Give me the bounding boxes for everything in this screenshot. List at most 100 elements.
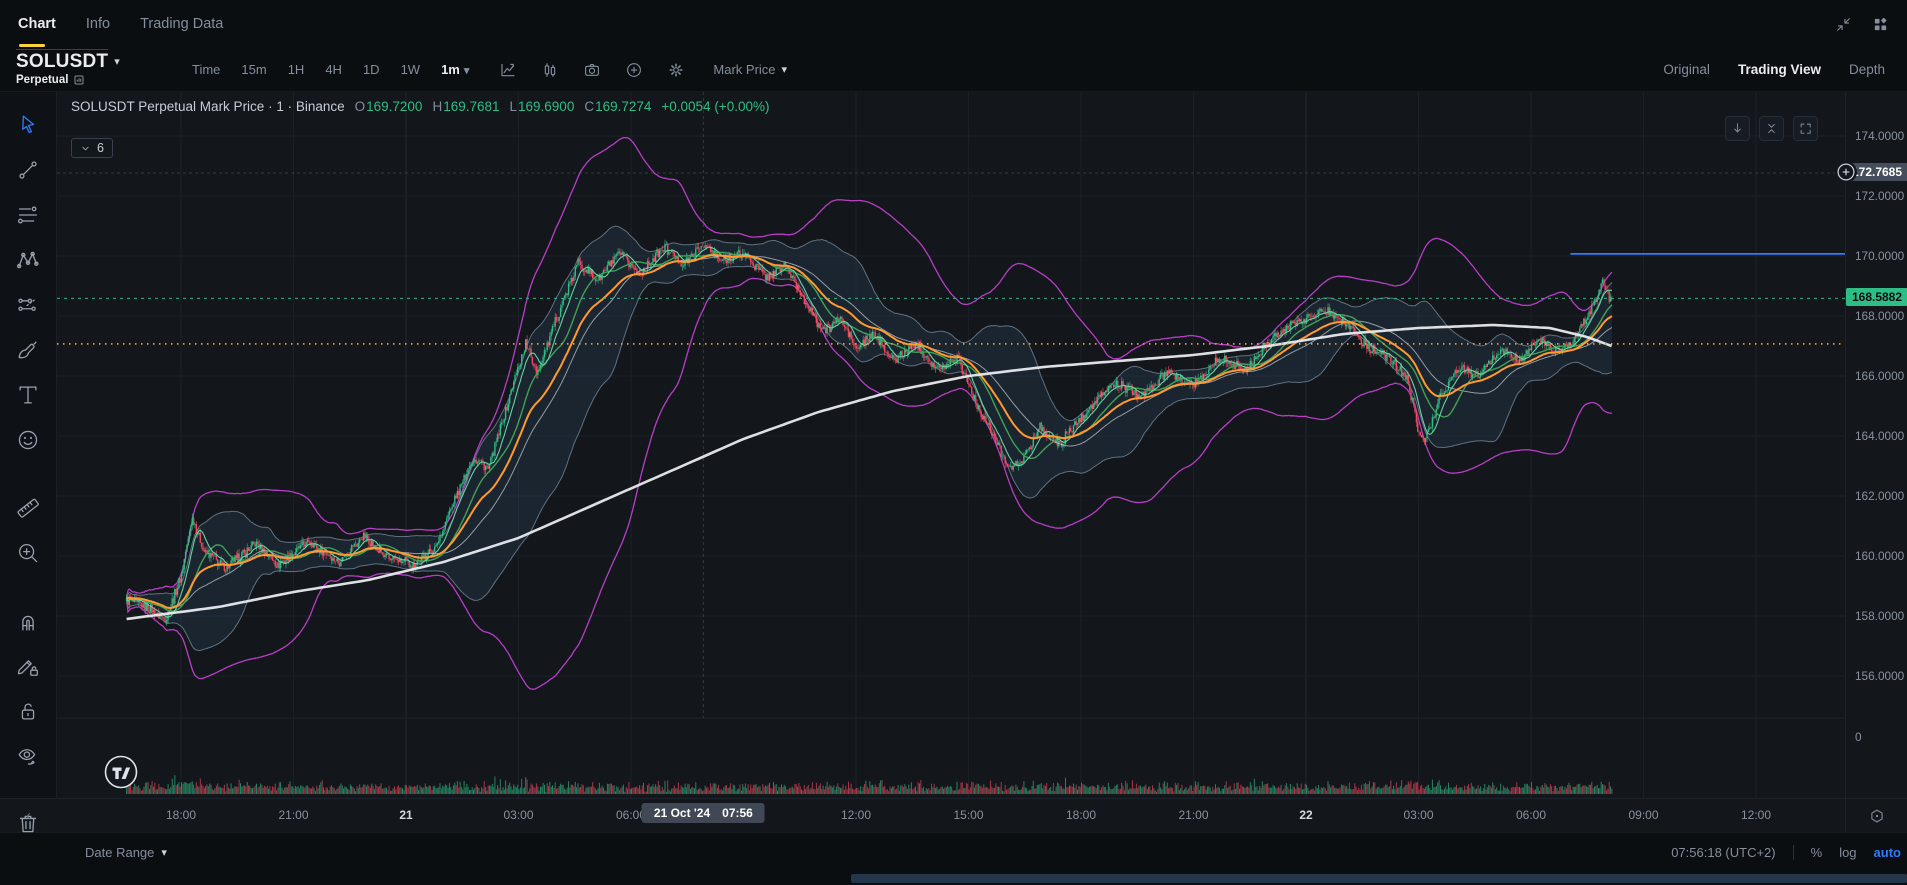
chevron-down-icon: ▾: [781, 64, 788, 76]
time-tick-label: 18:00: [165, 808, 197, 822]
time-tick-label: 06:00: [1515, 808, 1547, 822]
timeframe-1h[interactable]: 1H: [287, 62, 305, 77]
envelope-upper: [125, 136, 1613, 598]
price-tick-label: 174.0000: [1855, 129, 1905, 143]
magnet-icon[interactable]: [15, 608, 41, 634]
time-axis[interactable]: ‹ 18:00 21:00 21 03:00 06:00 12:00 15:00 18:00 2…: [0, 798, 1907, 832]
scroll-down-button[interactable]: [1725, 116, 1750, 141]
price-tick-label: 164.0000: [1855, 429, 1905, 443]
price-axis[interactable]: 174.0000 172.0000 170.0000 168.0000 166.0000…: [1835, 92, 1907, 798]
price-tick-label: 172.0000: [1855, 189, 1905, 203]
timeframe-1w[interactable]: 1W: [400, 62, 421, 77]
chevron-down-icon: ▾: [114, 55, 120, 68]
view-mode-trading-view[interactable]: Trading View: [1737, 62, 1821, 77]
envelope-lower: [125, 277, 1612, 690]
indicators-icon[interactable]: [499, 61, 517, 79]
view-mode-original[interactable]: Original: [1663, 62, 1710, 77]
top-tab-bar: Chart Info Trading Data: [0, 0, 1907, 48]
price-tick-label: 168.0000: [1855, 309, 1905, 323]
brush-icon[interactable]: [15, 337, 41, 363]
tradingview-logo[interactable]: [103, 754, 139, 790]
layout-grid-icon[interactable]: [1872, 16, 1889, 33]
tab-info[interactable]: Info: [85, 16, 111, 32]
chart-pane: SOLUSDT Perpetual Mark Price · 1 · Binan…: [57, 92, 1845, 798]
top-tabs: Chart Info Trading Data: [18, 0, 223, 48]
price-chart[interactable]: [57, 92, 1845, 798]
fib-retracement-icon[interactable]: [15, 202, 41, 228]
projection-icon[interactable]: [15, 292, 41, 318]
add-alert-button[interactable]: [1834, 160, 1858, 185]
drawing-toolbar: [0, 92, 57, 833]
add-circle-icon[interactable]: [625, 61, 643, 79]
trend-line-icon[interactable]: [15, 157, 41, 183]
percent-scale-button[interactable]: %: [1810, 845, 1823, 860]
tab-trading-data[interactable]: Trading Data: [140, 16, 224, 32]
bollinger-fill: [126, 226, 1612, 651]
price-tick-label: 162.0000: [1855, 489, 1905, 503]
time-tick-label: 03:00: [1403, 808, 1434, 822]
timeframe-15m[interactable]: 15m: [241, 62, 267, 77]
time-tick-label: 03:00: [503, 808, 534, 822]
exit-fullscreen-icon[interactable]: [1835, 16, 1852, 33]
bottom-strip: [0, 872, 1907, 885]
hidden-indicator-count: 6: [97, 141, 104, 155]
window-controls: [1835, 16, 1889, 33]
cursor-icon[interactable]: [15, 112, 41, 138]
ma-white-slow: [126, 323, 1613, 621]
price-mode-selector[interactable]: Mark Price ▾: [713, 62, 787, 77]
price-tick-label: 158.0000: [1855, 609, 1905, 623]
crosshair-time-badge: 21 Oct '24 07:56: [641, 803, 765, 823]
scale-controls: 07:56:18 (UTC+2) % log auto: [1671, 845, 1901, 860]
date-range-button[interactable]: Date Range ▾: [85, 845, 167, 860]
time-tick-label: 12:00: [840, 808, 872, 822]
drawing-lock-icon[interactable]: [15, 653, 41, 679]
timeframe-buttons: Time 15m 1H 4H 1D 1W 1m ▾: [192, 62, 469, 77]
indicators-collapse-chip[interactable]: 6: [71, 138, 113, 158]
tab-chart[interactable]: Chart: [18, 0, 56, 48]
time-tick-label: 21:00: [278, 808, 309, 822]
clock[interactable]: 07:56:18 (UTC+2): [1671, 845, 1776, 860]
ruler-icon[interactable]: [15, 495, 41, 521]
log-scale-button[interactable]: log: [1839, 845, 1857, 860]
ma-green: [125, 251, 1613, 612]
zoom-in-icon[interactable]: [15, 540, 41, 566]
quick-settings-icon[interactable]: [1868, 807, 1886, 825]
trash-icon[interactable]: [15, 811, 41, 837]
chevron-left-icon[interactable]: ‹: [26, 807, 31, 824]
timeframe-1m-active[interactable]: 1m ▾: [441, 62, 470, 77]
symbol-block: SOLUSDT ▾ Perpetual: [16, 49, 166, 86]
price-tick-label: 170.0000: [1855, 249, 1905, 263]
hide-drawings-icon[interactable]: [15, 743, 41, 769]
text-icon[interactable]: [15, 382, 41, 408]
time-axis-corner: [1845, 799, 1907, 832]
volume-zero-label: 0: [1855, 730, 1862, 744]
last-price-badge: 168.5882: [1846, 288, 1907, 307]
symbol-selector[interactable]: SOLUSDT ▾: [16, 49, 166, 73]
divider: [1792, 845, 1794, 860]
view-mode-depth[interactable]: Depth: [1848, 62, 1885, 77]
emoji-icon[interactable]: [15, 427, 41, 453]
auto-scale-button[interactable]: auto: [1873, 845, 1901, 860]
gear-icon[interactable]: [667, 61, 685, 79]
timeframe-4h[interactable]: 4H: [325, 62, 342, 77]
candle-style-icon[interactable]: [541, 61, 559, 79]
time-tick-label: 12:00: [1740, 808, 1772, 822]
xabcd-pattern-icon[interactable]: [15, 247, 41, 273]
collapse-chevrons-button[interactable]: [1759, 116, 1784, 141]
volume-bars-up: [126, 775, 1612, 794]
bollinger-upper: [126, 225, 1613, 598]
fullscreen-button[interactable]: [1793, 116, 1818, 141]
time-tick-label: 21:00: [1178, 808, 1209, 822]
camera-icon[interactable]: [583, 61, 601, 79]
time-tick-label: 22: [1299, 808, 1313, 822]
chart-footer: Date Range ▾ 07:56:18 (UTC+2) % log auto: [0, 832, 1907, 872]
time-tick-label: 21: [399, 808, 413, 822]
time-axis-left: ‹: [0, 799, 57, 832]
timeframe-time[interactable]: Time: [192, 62, 221, 77]
timeframe-1d[interactable]: 1D: [362, 62, 380, 77]
volume-bars-down: [127, 778, 1613, 794]
date-range-label: Date Range: [85, 845, 155, 860]
contract-type: Perpetual: [16, 74, 166, 86]
lock-icon[interactable]: [15, 698, 41, 724]
